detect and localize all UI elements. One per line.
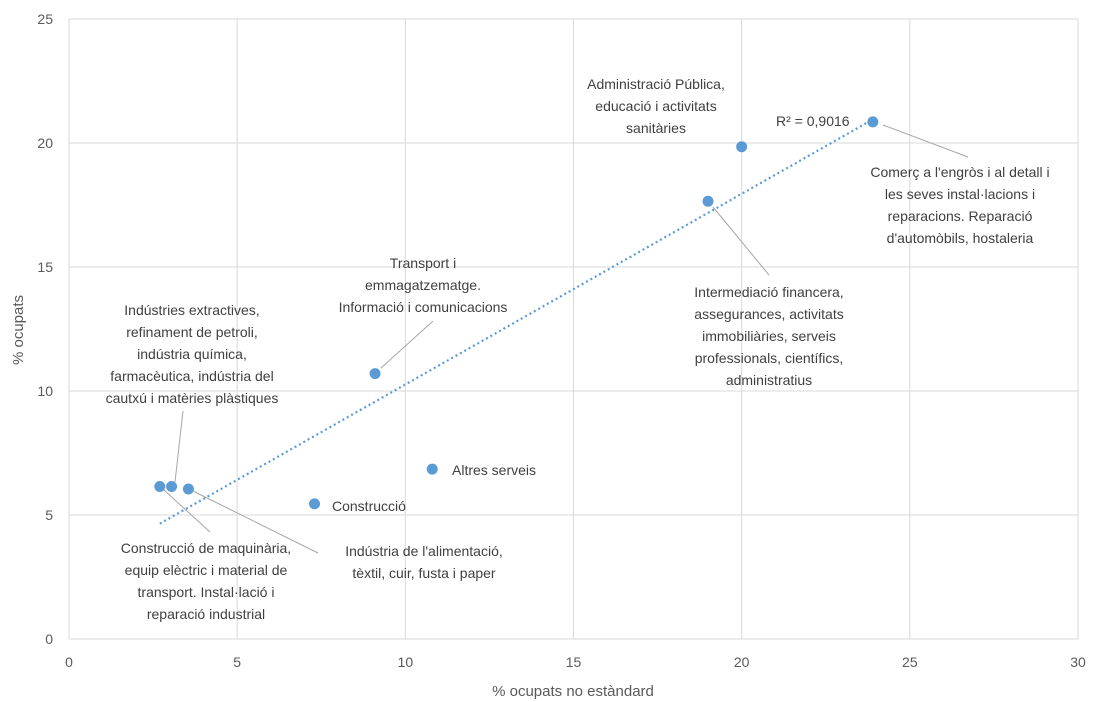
x-axis-title: % ocupats no estàndard	[492, 683, 654, 700]
data-point	[154, 480, 166, 492]
y-tick-label: 10	[37, 383, 53, 399]
point-label: Indústria de l'alimentació, tèxtil, cuir,…	[345, 543, 503, 581]
point-label-line: emmagatzematge.	[365, 277, 481, 293]
data-points	[154, 116, 879, 510]
tick-labels: 0 5 10 15 20 25 30 0 5 10 15 20 25	[37, 11, 1086, 670]
point-label-line: Altres serveis	[452, 462, 536, 478]
leader-line	[163, 489, 211, 533]
point-label-line: Informació i comunicacions	[339, 299, 508, 315]
leader-line	[192, 490, 319, 554]
point-label-line: d'automòbils, hostaleria	[887, 230, 1034, 246]
y-tick-label: 5	[45, 507, 53, 523]
point-label: Comerç a l'engròs i al detall i les seves…	[870, 164, 1049, 246]
point-labels: Construcció de maquinària, equip elèctric…	[106, 76, 1050, 622]
data-point	[369, 368, 381, 380]
point-label: Intermediació financera, assegurances, ac…	[694, 284, 843, 388]
point-label: Altres serveis	[452, 462, 536, 478]
data-point	[426, 463, 438, 475]
leader-line	[712, 206, 770, 276]
point-label-line: Indústria de l'alimentació,	[345, 543, 503, 559]
y-tick-label: 20	[37, 135, 53, 151]
point-label-line: Indústries extractives,	[124, 302, 259, 318]
trendline-layer	[159, 118, 874, 525]
point-label-line: Administració Pública,	[587, 76, 725, 92]
point-label-line: equip elèctric i material de	[125, 562, 288, 578]
point-label-line: indústria química,	[137, 346, 247, 362]
y-tick-label: 25	[37, 11, 53, 27]
data-point	[309, 498, 321, 510]
point-label-line: cautxú i matèries plàstiques	[106, 390, 279, 406]
point-label-line: tèxtil, cuir, fusta i paper	[352, 565, 496, 581]
x-tick-label: 0	[65, 654, 73, 670]
point-label-line: assegurances, activitats	[694, 306, 843, 322]
x-tick-label: 30	[1070, 654, 1086, 670]
leader-line	[882, 124, 969, 158]
data-point	[867, 116, 879, 128]
y-tick-label: 15	[37, 259, 53, 275]
point-label-line: transport. Instal·lació i	[138, 584, 275, 600]
point-label-line: refinament de petroli,	[126, 324, 258, 340]
x-tick-label: 15	[566, 654, 582, 670]
point-label-line: les seves instal·lacions i	[885, 186, 1035, 202]
point-label-line: reparacions. Reparació	[888, 208, 1033, 224]
y-tick-label: 0	[45, 631, 53, 647]
leader-line	[380, 320, 434, 369]
data-point	[702, 195, 714, 207]
trendline	[159, 118, 874, 525]
point-label: Construcció	[332, 498, 406, 514]
point-label-line: administratius	[726, 372, 812, 388]
data-point	[166, 480, 178, 492]
point-label-line: Construcció	[332, 498, 406, 514]
point-label-line: Construcció de maquinària,	[121, 540, 291, 556]
x-tick-label: 25	[902, 654, 918, 670]
point-label-line: Comerç a l'engròs i al detall i	[870, 164, 1049, 180]
leader-lines	[163, 124, 969, 554]
grid-lines	[68, 18, 1079, 640]
point-label-line: Transport i	[390, 255, 456, 271]
point-label: Construcció de maquinària, equip elèctric…	[121, 540, 291, 622]
point-label-line: educació i activitats	[595, 98, 716, 114]
point-label-line: sanitàries	[626, 120, 686, 136]
x-tick-label: 5	[233, 654, 241, 670]
point-label: Transport i emmagatzematge. Informació i c…	[339, 255, 508, 315]
point-label-line: farmacèutica, indústria del	[110, 368, 273, 384]
x-tick-label: 10	[398, 654, 414, 670]
x-tick-label: 20	[734, 654, 750, 670]
y-axis-title: % ocupats	[10, 295, 27, 365]
point-label-line: Intermediació financera,	[694, 284, 843, 300]
leader-line	[174, 410, 184, 483]
point-label-line: reparació industrial	[147, 606, 265, 622]
data-point	[182, 483, 194, 495]
r2-label: R² = 0,9016	[776, 113, 850, 129]
point-label-line: immobiliàries, serveis	[702, 328, 836, 344]
point-label: Administració Pública, educació i activit…	[587, 76, 725, 136]
point-label: Indústries extractives, refinament de pet…	[106, 302, 279, 406]
point-label-line: professionals, científics,	[695, 350, 844, 366]
data-point	[736, 141, 748, 153]
